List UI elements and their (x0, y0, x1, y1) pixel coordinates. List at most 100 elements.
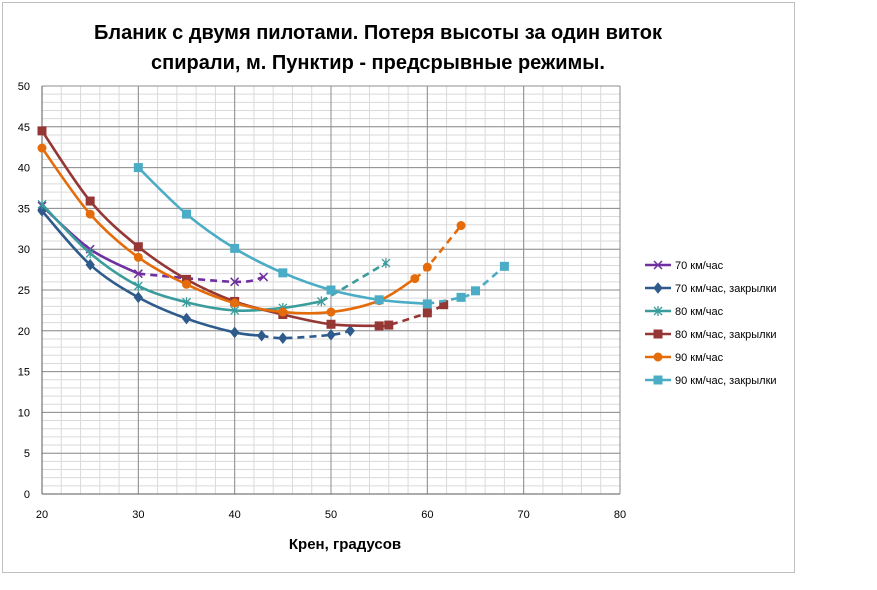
series-line-solid (40, 130, 380, 328)
data-point (345, 324, 355, 337)
x-tick-label: 30 (132, 509, 144, 521)
data-point (133, 242, 143, 252)
series-6 (133, 163, 509, 309)
y-tick-label: 10 (18, 407, 30, 419)
y-tick-label: 0 (24, 489, 30, 501)
data-point (230, 243, 240, 253)
legend-swatch-marker (653, 375, 663, 385)
data-point (85, 196, 95, 206)
data-point (422, 299, 432, 309)
legend-label: 70 км/час (675, 260, 724, 272)
x-tick-label: 70 (518, 509, 530, 521)
data-point (37, 126, 47, 136)
data-point (259, 272, 269, 282)
data-point (37, 199, 47, 210)
legend-item: 70 км/час (645, 260, 724, 272)
data-point (85, 258, 95, 271)
data-point (326, 307, 336, 317)
data-point (456, 292, 466, 302)
data-point (422, 308, 432, 318)
legend-item: 80 км/час, закрылки (645, 329, 777, 341)
data-point (230, 298, 240, 308)
legend-swatch-marker (653, 329, 663, 339)
data-point (384, 320, 394, 330)
data-point (133, 269, 143, 279)
y-tick-label: 20 (18, 326, 30, 338)
data-point (37, 205, 47, 217)
legend: 70 км/час 70 км/час, закрылки 80 км/час 80 … (645, 260, 777, 387)
series-line-solid (40, 147, 416, 315)
data-point (374, 321, 384, 331)
legend-label: 90 км/час (675, 352, 724, 364)
data-point (278, 307, 288, 317)
series-line-dashed (261, 329, 351, 340)
data-point (182, 209, 191, 219)
legend-swatch-marker (653, 352, 663, 362)
legend-item: 80 км/час (645, 306, 724, 318)
chart-title: Бланик с двумя пилотами. Потеря высоты з… (40, 18, 716, 78)
series-line-solid (137, 166, 428, 306)
legend-item: 90 км/час (645, 352, 724, 364)
data-point (133, 291, 143, 304)
legend-label: 90 км/час, закрылки (675, 375, 777, 387)
x-tick-label: 60 (421, 509, 433, 521)
tick-labels: 20 30 40 50 60 70 80 0 5 10 15 20 25 30 35 40 45 50 (18, 81, 626, 521)
y-tick-label: 15 (18, 367, 30, 379)
series-line-dashed (320, 261, 387, 303)
series-line-dashed (413, 224, 463, 280)
legend-label: 70 км/час, закрылки (675, 283, 777, 295)
data-point (133, 280, 143, 291)
data-point (471, 286, 480, 296)
legend-swatch-marker (653, 306, 663, 316)
data-point (326, 319, 336, 329)
y-tick-label: 25 (18, 285, 30, 297)
data-point (133, 163, 143, 173)
data-point (230, 277, 240, 287)
chart-title-line-1: Бланик с двумя пилотами. Потеря высоты з… (94, 22, 662, 44)
data-point (499, 261, 509, 271)
data-point (85, 209, 95, 219)
series-5 (37, 143, 466, 317)
legend-swatch-marker (653, 282, 663, 294)
x-tick-label: 50 (325, 509, 337, 521)
axes (41, 86, 620, 495)
data-point (316, 296, 326, 307)
x-tick-label: 80 (614, 509, 626, 521)
legend-item: 90 км/час, закрылки (645, 375, 777, 387)
data-point (374, 295, 384, 305)
data-point (456, 221, 466, 231)
data-point (278, 332, 288, 344)
data-point (182, 279, 191, 289)
data-point (37, 143, 47, 153)
data-point (133, 252, 143, 262)
data-point (326, 285, 336, 295)
chart-frame (2, 2, 795, 573)
data-point (85, 248, 95, 259)
data-point (410, 274, 420, 284)
data-point (326, 329, 336, 341)
series-2 (37, 205, 355, 344)
x-tick-label: 20 (36, 509, 48, 521)
data-point (422, 262, 432, 272)
legend-swatch-marker (653, 260, 663, 270)
x-tick-label: 40 (229, 509, 241, 521)
series-line-dashed (427, 265, 506, 306)
y-tick-label: 45 (18, 122, 30, 134)
legend-label: 80 км/час (675, 306, 724, 318)
data-point (230, 326, 240, 339)
data-point (182, 297, 191, 308)
data-point (381, 258, 391, 269)
y-tick-label: 50 (18, 81, 30, 93)
y-tick-label: 35 (18, 203, 30, 215)
x-axis-label: Крен, градусов (288, 536, 402, 553)
data-point (181, 312, 192, 325)
chart-title-line-2: спирали, м. Пунктир - предсрывные режимы… (151, 52, 605, 74)
y-tick-label: 5 (24, 448, 30, 460)
series-layer (37, 126, 509, 344)
y-tick-label: 40 (18, 163, 30, 175)
legend-label: 80 км/час, закрылки (675, 329, 777, 341)
legend-item: 70 км/час, закрылки (645, 282, 777, 295)
data-point (256, 329, 267, 342)
y-tick-label: 30 (18, 244, 30, 256)
